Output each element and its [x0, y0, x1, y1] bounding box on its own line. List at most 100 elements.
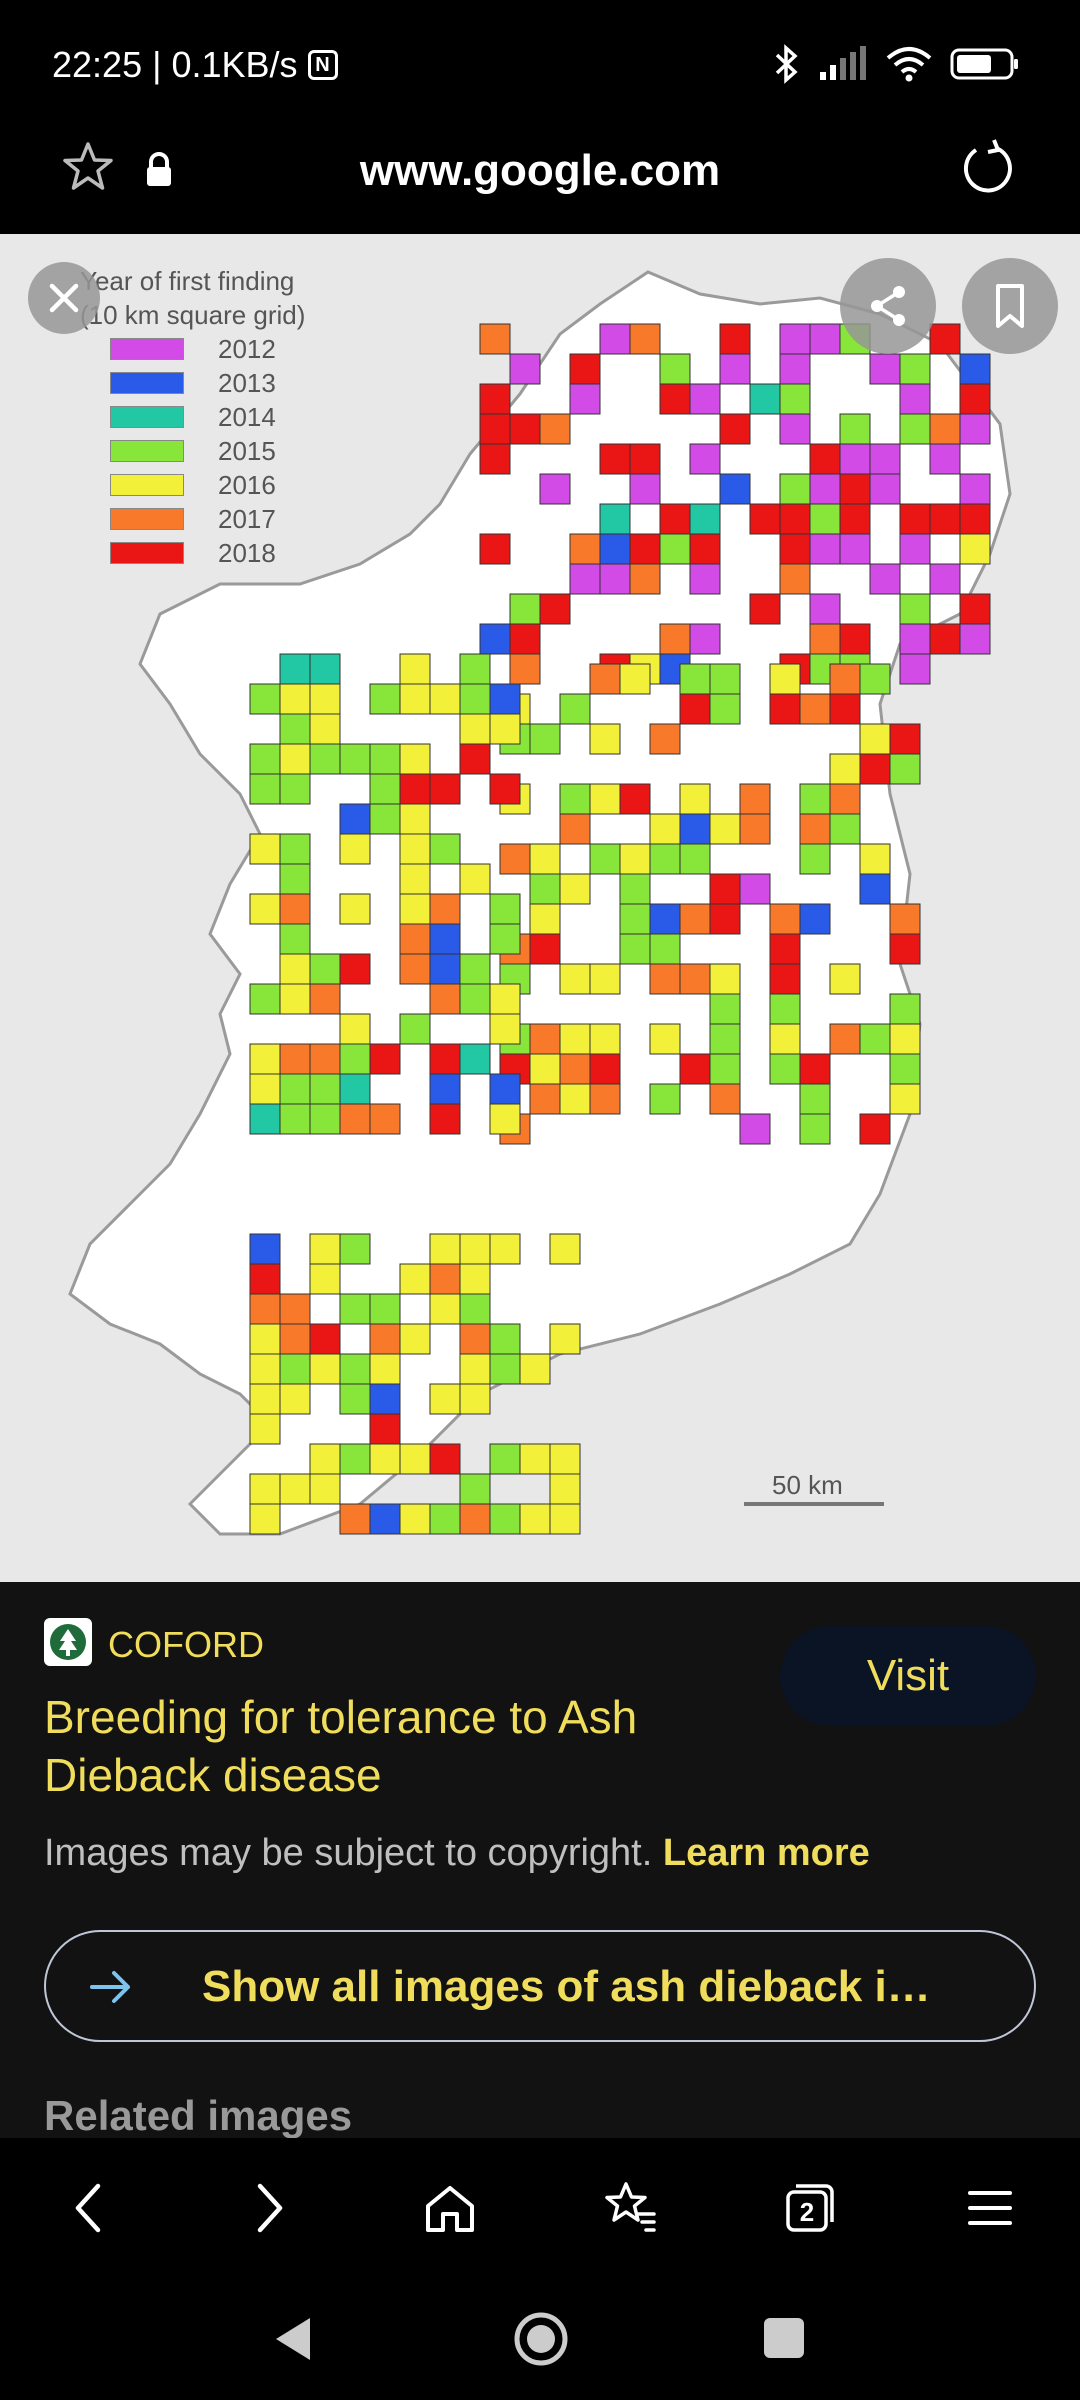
map-grid-square — [339, 1043, 371, 1075]
map-grid-square — [929, 623, 961, 655]
map-grid-square — [279, 893, 311, 925]
map-grid-square — [429, 1103, 461, 1135]
map-grid-square — [339, 743, 371, 775]
share-button[interactable] — [840, 258, 936, 354]
map-grid-square — [899, 413, 931, 445]
close-button[interactable] — [28, 262, 100, 334]
back-button[interactable] — [48, 2168, 128, 2248]
star-list-icon — [605, 2182, 656, 2232]
map-grid-square — [839, 443, 871, 475]
bookmark-star-icon[interactable] — [58, 138, 118, 198]
map-grid-square — [459, 713, 491, 745]
legend-swatch — [110, 542, 184, 564]
system-recents-icon[interactable] — [762, 2316, 806, 2360]
map-grid-square — [659, 353, 691, 385]
map-grid-square — [369, 743, 401, 775]
map-grid-square — [249, 1043, 281, 1075]
map-grid-square — [809, 443, 841, 475]
image-title[interactable]: Breeding for tolerance to Ash Dieback di… — [44, 1691, 638, 1801]
save-button[interactable] — [962, 258, 1058, 354]
map-grid-square — [339, 1293, 371, 1325]
map-grid-square — [809, 623, 841, 655]
learn-more-link[interactable]: Learn more — [662, 1832, 870, 1874]
map-grid-square — [249, 773, 281, 805]
map-grid-square — [929, 413, 961, 445]
tabs-icon: 2 — [786, 2184, 834, 2232]
map-grid-square — [649, 723, 681, 755]
image-viewer[interactable]: Year of first finding (10 km square grid… — [0, 234, 1080, 1582]
url-text[interactable]: www.google.com — [359, 146, 721, 195]
map-grid-square — [769, 693, 801, 725]
map-grid-square — [529, 903, 561, 935]
map-grid-square — [619, 663, 651, 695]
map-grid-square — [629, 323, 661, 355]
map-grid-square — [429, 923, 461, 955]
map-grid-square — [309, 1323, 341, 1355]
system-back-icon[interactable] — [270, 2314, 318, 2364]
map-grid-square — [429, 773, 461, 805]
map-grid-square — [709, 873, 741, 905]
system-home-icon[interactable] — [512, 2310, 570, 2368]
map-grid-square — [799, 783, 831, 815]
map-grid-square — [619, 873, 651, 905]
map-grid-square — [889, 753, 921, 785]
home-button[interactable] — [410, 2168, 490, 2248]
show-all-images-button[interactable]: Show all images of ash dieback i… — [44, 1930, 1036, 2042]
legend-swatch — [110, 474, 184, 496]
map-grid-square — [519, 1503, 551, 1535]
map-grid-square — [709, 993, 741, 1025]
tabs-button[interactable]: 2 — [770, 2168, 850, 2248]
map-grid-square — [279, 653, 311, 685]
map-grid-square — [369, 1043, 401, 1075]
map-grid-square — [829, 753, 861, 785]
chevron-left-icon — [75, 2183, 101, 2233]
forward-button[interactable] — [230, 2168, 310, 2248]
map-grid-square — [869, 563, 901, 595]
map-grid-square — [429, 1263, 461, 1295]
map-grid-square — [249, 893, 281, 925]
reload-icon[interactable] — [956, 136, 1020, 200]
map-grid-square — [929, 323, 961, 355]
map-grid-square — [529, 873, 561, 905]
map-grid-square — [539, 473, 571, 505]
menu-button[interactable] — [950, 2168, 1030, 2248]
related-images-heading: Related images — [44, 2092, 353, 2139]
map-grid-square — [689, 443, 721, 475]
favorites-button[interactable] — [590, 2168, 670, 2248]
map-grid-square — [339, 953, 371, 985]
map-grid-square — [859, 753, 891, 785]
legend-item-2013: 2013 — [110, 366, 305, 400]
map-grid-square — [809, 473, 841, 505]
map-grid-square — [959, 353, 991, 385]
map-grid-square — [509, 353, 541, 385]
map-grid-square — [719, 353, 751, 385]
battery-icon — [950, 48, 1018, 80]
map-grid-square — [889, 1023, 921, 1055]
legend-year: 2016 — [218, 469, 276, 500]
map-grid-square — [809, 593, 841, 625]
visit-button[interactable]: Visit — [780, 1626, 1036, 1726]
map-grid-square — [399, 893, 431, 925]
map-grid-square — [369, 1413, 401, 1445]
map-grid-square — [339, 803, 371, 835]
map-grid-square — [719, 413, 751, 445]
map-grid-square — [459, 1263, 491, 1295]
map-grid-square — [889, 1053, 921, 1085]
map-grid-square — [529, 1083, 561, 1115]
map-grid-square — [369, 1353, 401, 1385]
map-grid-square — [779, 323, 811, 355]
source-name[interactable]: COFORD — [108, 1624, 264, 1665]
map-grid-square — [399, 653, 431, 685]
map-grid-square — [749, 593, 781, 625]
legend-item-2016: 2016 — [110, 468, 305, 502]
map-grid-square — [279, 1103, 311, 1135]
map-grid-square — [489, 1323, 521, 1355]
map-grid-square — [709, 963, 741, 995]
map-grid-square — [519, 1443, 551, 1475]
legend-year: 2018 — [218, 537, 276, 568]
map-grid-square — [369, 683, 401, 715]
map-grid-square — [859, 1023, 891, 1055]
map-grid-square — [279, 983, 311, 1015]
map-grid-square — [749, 503, 781, 535]
map-grid-square — [309, 713, 341, 745]
